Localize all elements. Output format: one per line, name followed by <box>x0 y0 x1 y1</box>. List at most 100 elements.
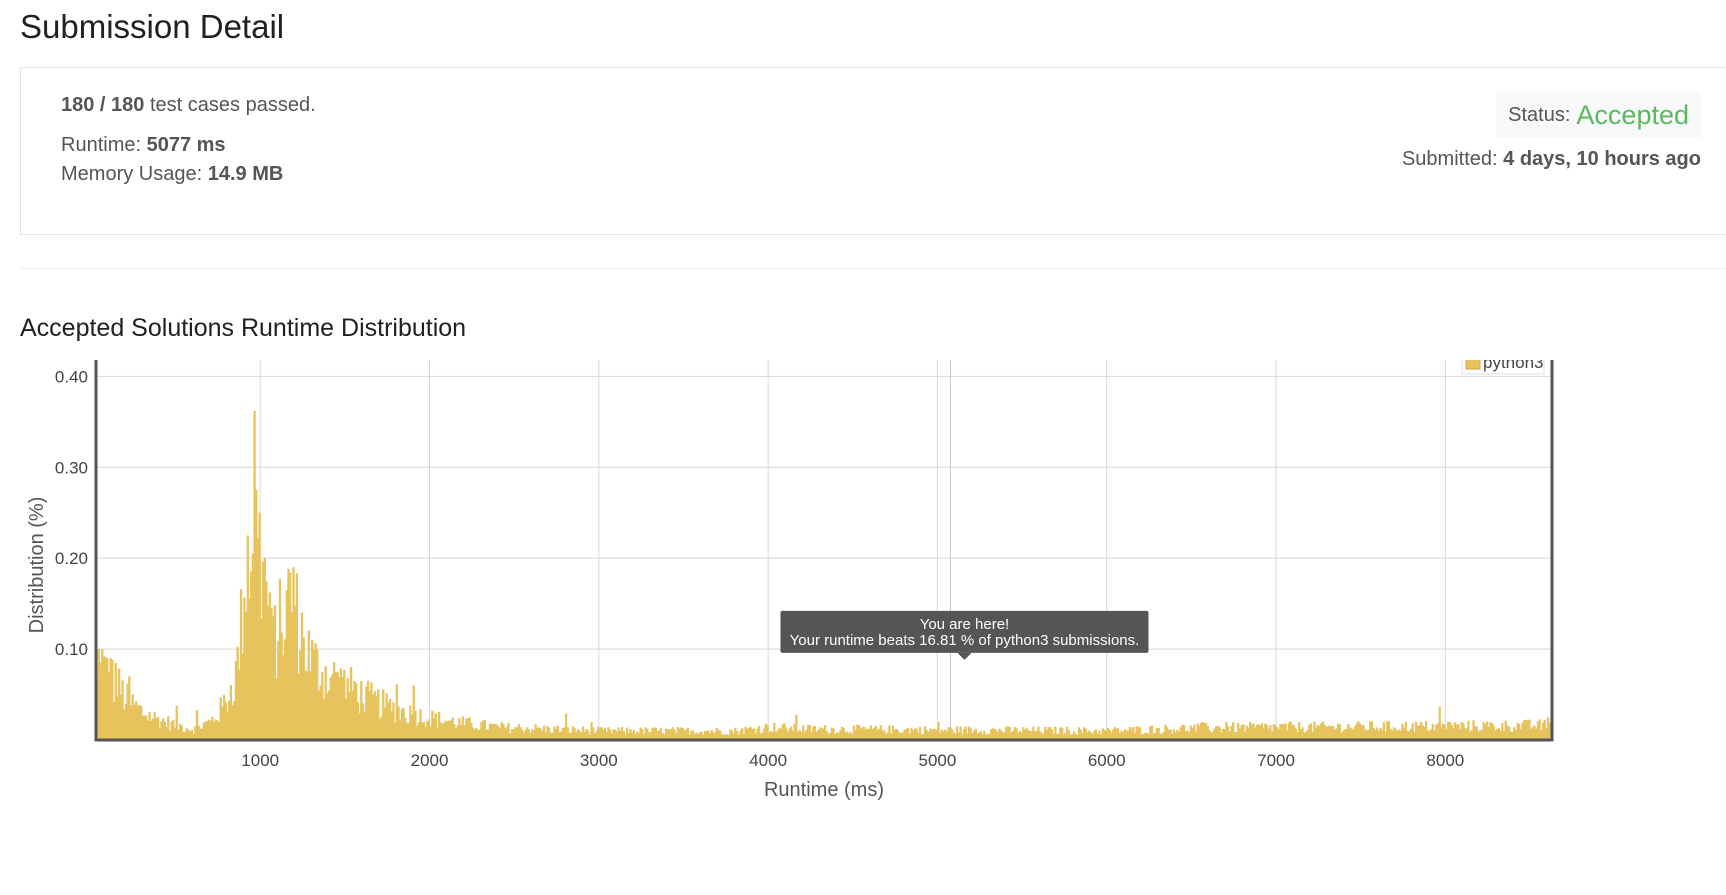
distribution-bar <box>1079 729 1082 740</box>
distribution-bar <box>1228 731 1231 740</box>
distribution-bar <box>1458 729 1462 740</box>
axis-layer: 1000 2000 3000 4000 5000 6000 7000 8000 0.10 0.20… <box>55 367 1464 770</box>
distribution-bar <box>522 732 525 740</box>
distribution-bar <box>1135 726 1138 740</box>
distribution-bar <box>1396 731 1399 740</box>
distribution-bar <box>956 726 959 740</box>
distribution-bar <box>1350 728 1353 740</box>
distribution-bar <box>839 730 842 740</box>
distribution-bar <box>289 572 292 740</box>
distribution-bar <box>446 721 449 740</box>
distribution-bar <box>1403 728 1406 740</box>
distribution-bar <box>1083 727 1086 740</box>
distribution-bar <box>172 720 175 740</box>
distribution-bar <box>1289 721 1292 740</box>
distribution-bar <box>145 715 148 740</box>
distribution-bar <box>813 725 817 740</box>
distribution-bar <box>1321 721 1325 740</box>
status-box: Status: Accepted <box>1496 92 1701 138</box>
distribution-bar <box>214 719 217 740</box>
distribution-bar <box>1084 728 1088 740</box>
distribution-bar <box>222 694 226 740</box>
distribution-bar <box>722 734 725 740</box>
distribution-bar <box>710 730 713 740</box>
distribution-bar <box>847 733 850 740</box>
distribution-bar <box>1105 730 1108 740</box>
distribution-bar <box>1132 727 1135 740</box>
distribution-bar <box>1272 724 1275 740</box>
distribution-bar <box>1182 724 1186 740</box>
distribution-bar <box>212 721 216 740</box>
x-tick-label: 6000 <box>1088 751 1126 770</box>
distribution-bar <box>1548 723 1551 740</box>
distribution-bar <box>194 726 197 740</box>
distribution-bar <box>779 728 783 740</box>
distribution-bar <box>991 728 994 740</box>
distribution-bar <box>192 733 195 740</box>
distribution-bar <box>1121 732 1125 740</box>
distribution-bar <box>1093 730 1096 740</box>
distribution-bar <box>542 725 546 740</box>
distribution-bar <box>918 726 922 740</box>
distribution-bar <box>402 707 405 740</box>
distribution-bar <box>1536 721 1540 740</box>
distribution-bar <box>1453 722 1457 740</box>
distribution-bar <box>717 730 720 740</box>
distribution-bar <box>124 703 128 740</box>
distribution-bar <box>493 723 497 740</box>
distribution-bar <box>651 728 654 740</box>
chart-legend[interactable]: python3 <box>1461 349 1545 375</box>
distribution-bar <box>1353 726 1357 740</box>
distribution-bar <box>1281 724 1284 740</box>
distribution-bar <box>713 732 717 740</box>
y-tick-label: 0.30 <box>55 458 88 477</box>
distribution-bar <box>224 702 227 740</box>
distribution-bar <box>544 732 547 740</box>
distribution-bar <box>1379 728 1382 740</box>
distribution-bar <box>932 728 935 740</box>
distribution-bar <box>561 728 564 740</box>
distribution-bar <box>344 698 348 740</box>
distribution-bar <box>869 725 872 740</box>
distribution-bar <box>473 729 476 740</box>
distribution-bar <box>556 725 559 740</box>
distribution-bar <box>1499 730 1502 740</box>
distribution-bar <box>805 729 808 740</box>
submitted-value: 4 days, 10 hours ago <box>1503 148 1701 170</box>
distribution-bar <box>759 733 762 740</box>
distribution-bar <box>1518 723 1521 740</box>
distribution-bar <box>1431 724 1435 740</box>
distribution-bar <box>97 649 100 740</box>
distribution-bar <box>1145 732 1148 740</box>
distribution-bar <box>334 672 338 740</box>
distribution-bar <box>873 727 876 740</box>
distribution-bar <box>1260 723 1264 740</box>
distribution-bar <box>1113 727 1116 740</box>
distribution-bar <box>143 715 146 740</box>
distribution-bar <box>817 729 820 740</box>
distribution-bar <box>669 728 673 740</box>
submitted-label: Submitted: <box>1401 148 1498 170</box>
distribution-bar <box>534 724 537 740</box>
distribution-bar <box>1496 728 1499 740</box>
distribution-bar <box>1426 730 1430 740</box>
distribution-bar <box>712 732 715 740</box>
distribution-bar <box>553 726 556 740</box>
distribution-bar <box>123 709 126 740</box>
distribution-bar <box>1511 731 1514 740</box>
distribution-bar <box>537 727 541 740</box>
distribution-bar <box>790 726 793 740</box>
distribution-bar <box>705 730 708 740</box>
distribution-bar <box>128 676 131 740</box>
distribution-bar <box>1409 728 1413 740</box>
distribution-bar <box>216 720 219 740</box>
distribution-bar <box>1509 731 1512 740</box>
distribution-bar <box>1355 723 1358 740</box>
submission-summary-card: 180 / 180 test cases passed. Runtime: 50… <box>20 67 1726 235</box>
distribution-bar <box>1303 732 1306 740</box>
distribution-bar <box>1274 725 1277 740</box>
distribution-bar <box>1311 731 1314 740</box>
distribution-bar <box>879 725 883 740</box>
distribution-bar <box>935 730 939 740</box>
distribution-bar <box>1504 720 1507 740</box>
